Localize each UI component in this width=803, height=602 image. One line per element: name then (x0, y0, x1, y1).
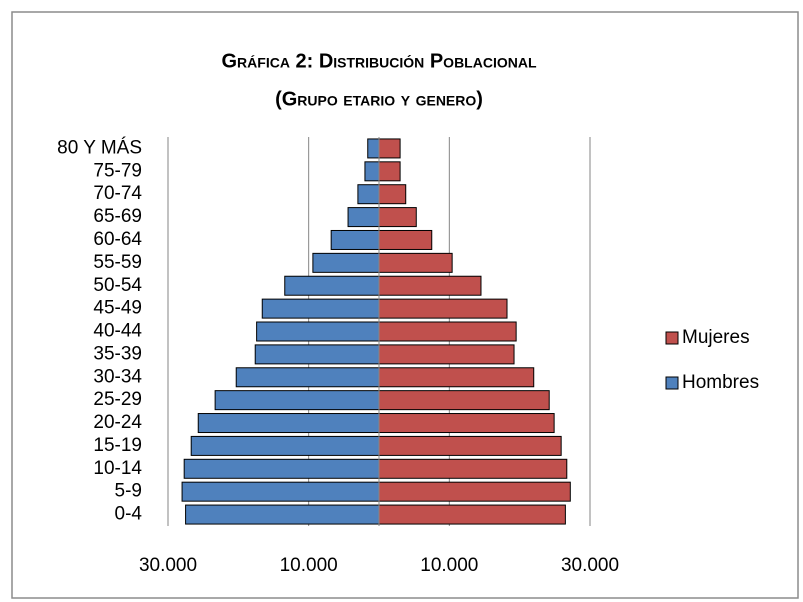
x-tick-label: 30.000 (561, 555, 619, 576)
bar (378, 207, 417, 228)
bar (256, 321, 380, 342)
y-tick-label: 5-9 (115, 481, 142, 502)
bar (284, 275, 380, 296)
y-tick-label: 15-19 (93, 435, 142, 456)
bar (185, 504, 380, 525)
bar (378, 298, 508, 319)
bar (357, 184, 380, 205)
x-tick-label: 10.000 (420, 555, 478, 576)
y-tick-label: 65-69 (93, 206, 142, 227)
legend-swatch (665, 331, 679, 345)
bar (378, 481, 571, 502)
y-tick-label: 75-79 (93, 160, 142, 181)
y-tick-label: 20-24 (93, 412, 142, 433)
bar (378, 344, 515, 365)
bar (367, 138, 380, 159)
bar (378, 252, 453, 273)
bar (190, 435, 380, 456)
bar (378, 435, 562, 456)
bar (312, 252, 380, 273)
bar (378, 321, 517, 342)
y-tick-label: 35-39 (93, 343, 142, 364)
bar (197, 413, 380, 434)
y-tick-label: 60-64 (93, 229, 142, 250)
bar (378, 275, 482, 296)
y-tick-label: 30-34 (93, 366, 142, 387)
bar (378, 413, 555, 434)
bar (378, 229, 433, 250)
bar (378, 390, 550, 411)
y-tick-label: 55-59 (93, 252, 142, 273)
bar (254, 344, 380, 365)
legend-swatch (665, 376, 679, 390)
legend-label: Hombres (682, 372, 759, 393)
y-tick-label: 45-49 (93, 298, 142, 319)
x-tick-label: 10.000 (280, 555, 338, 576)
bar (378, 367, 535, 388)
y-tick-label: 25-29 (93, 389, 142, 410)
bar (378, 161, 401, 182)
bar (378, 458, 568, 479)
y-tick-label: 50-54 (93, 275, 142, 296)
legend-label: Mujeres (682, 327, 750, 348)
bar (364, 161, 380, 182)
bar (378, 138, 401, 159)
x-tick-label: 30.000 (139, 555, 197, 576)
y-tick-label: 0-4 (115, 504, 143, 525)
chart-title: Gráfica 2: Distribución Poblacional (222, 50, 537, 72)
bar (261, 298, 380, 319)
y-tick-label: 70-74 (93, 183, 142, 204)
y-tick-label: 10-14 (93, 458, 142, 479)
bar (214, 390, 380, 411)
chart-subtitle: (Grupo etario y genero) (275, 88, 483, 110)
bar (235, 367, 380, 388)
bar (378, 504, 566, 525)
bar (347, 207, 380, 228)
y-tick-label: 80 Y MÁS (57, 137, 142, 158)
bar (181, 481, 380, 502)
bar (183, 458, 380, 479)
bar (378, 184, 407, 205)
y-tick-label: 40-44 (93, 321, 142, 342)
bar (330, 229, 380, 250)
